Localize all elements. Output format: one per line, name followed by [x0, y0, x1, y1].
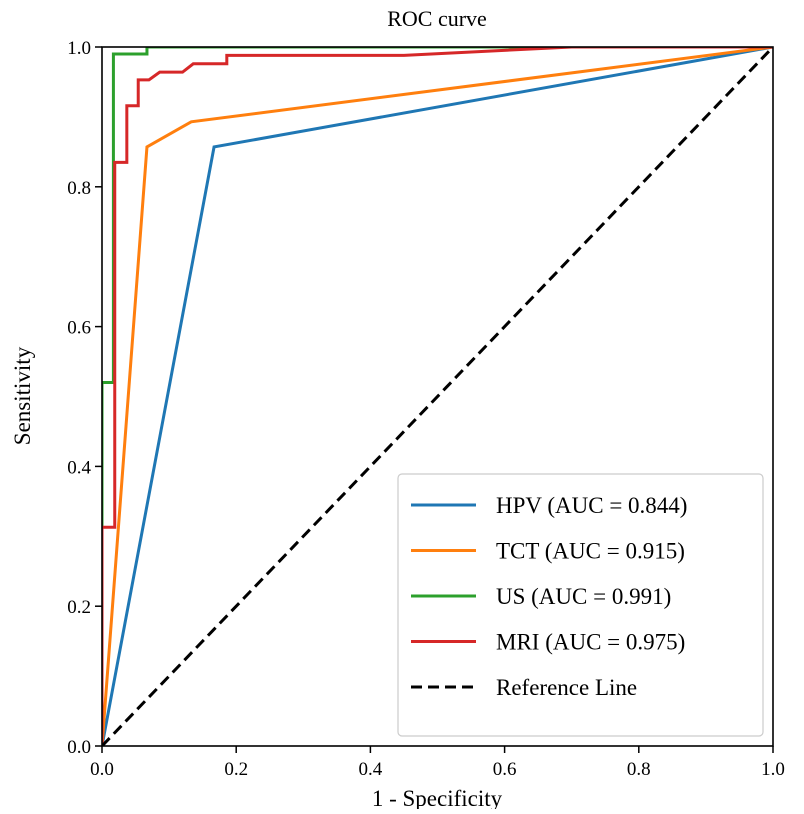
- legend-label-4: Reference Line: [496, 675, 637, 700]
- legend-label-3: MRI (AUC = 0.975): [496, 630, 685, 655]
- chart-title: ROC curve: [387, 6, 487, 31]
- x-tick-label: 0.0: [90, 759, 114, 780]
- y-tick-label: 0.6: [67, 318, 91, 339]
- legend-label-0: HPV (AUC = 0.844): [496, 493, 687, 518]
- x-tick-label: 0.2: [224, 759, 248, 780]
- x-tick-label: 0.4: [359, 759, 383, 780]
- plot-frame: [101, 46, 774, 747]
- x-tick-label: 1.0: [761, 759, 785, 780]
- y-tick-label: 0.2: [67, 597, 91, 618]
- y-axis-label: Sensitivity: [10, 346, 35, 445]
- x-tick-label: 0.6: [493, 759, 517, 780]
- x-tick-label: 0.8: [627, 759, 651, 780]
- y-tick-label: 1.0: [67, 38, 91, 59]
- series-line-3: [102, 47, 773, 746]
- series-line-1: [102, 47, 773, 746]
- legend-label-2: US (AUC = 0.991): [496, 584, 671, 609]
- legend-label-1: TCT (AUC = 0.915): [496, 539, 685, 564]
- legend-box: [397, 473, 764, 737]
- series-line-4: [102, 47, 773, 746]
- y-tick-label: 0.0: [67, 737, 91, 758]
- y-tick-label: 0.4: [67, 457, 91, 478]
- legend: HPV (AUC = 0.844) TCT (AUC = 0.915) US (AU…: [397, 473, 764, 737]
- x-axis-label: 1 - Specificity: [372, 786, 503, 809]
- y-tick-label: 0.8: [67, 178, 91, 199]
- series-line-0: [102, 47, 773, 746]
